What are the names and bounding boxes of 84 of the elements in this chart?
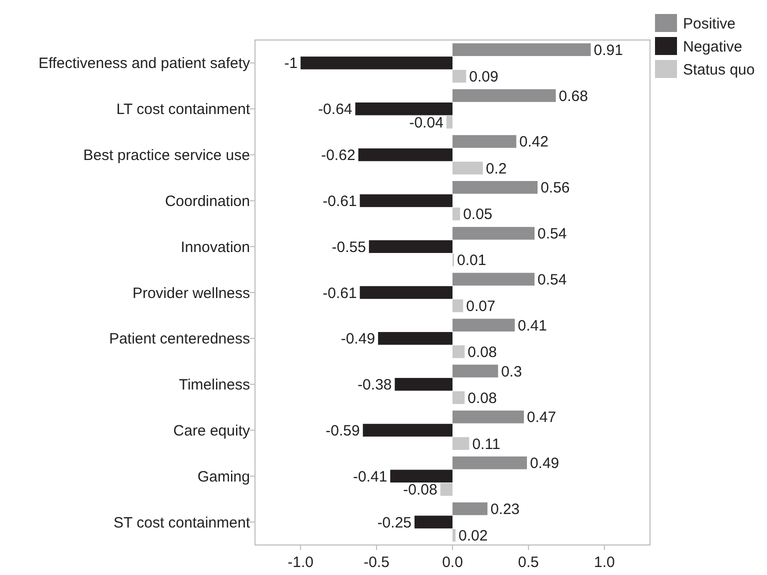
bar [414,516,452,528]
data-label: 0.11 [472,436,500,453]
y-tick-label: Provider wellness [132,284,250,302]
bar [452,89,556,102]
y-tick-label: LT cost containment [116,101,251,118]
data-label: -0.38 [358,376,392,394]
data-label: 0.41 [518,317,547,334]
bar [378,332,452,345]
bar [452,226,535,240]
bar [394,378,452,391]
bar [440,483,452,496]
bar [452,181,538,194]
bar [452,502,488,516]
data-label: -1 [284,55,298,72]
bar [452,208,460,220]
bar [355,102,452,116]
bar [452,299,464,312]
data-label: 0.42 [519,134,549,151]
data-label: 0.02 [458,528,488,545]
bar [360,286,452,299]
data-label: -0.64 [318,101,352,118]
bar [452,410,524,424]
bar [452,437,470,450]
bar [452,391,465,404]
data-label: -0.25 [377,514,412,532]
bar [452,364,498,378]
bar [390,470,452,483]
data-label: 0.3 [501,363,522,380]
data-label: 0.91 [594,42,623,59]
y-tick-label: Timeliness [178,376,250,394]
data-label: 0.07 [466,298,496,316]
bar [360,194,452,208]
bar [358,148,452,162]
data-label: 0.08 [468,390,497,407]
legend-label: Status quo [683,61,755,78]
data-label: 0.54 [538,226,567,243]
data-label: 0.49 [530,455,560,472]
y-tick-label: Coordination [164,192,250,210]
data-label: 0.68 [558,88,588,105]
bar [452,43,591,56]
data-label: 0.01 [457,252,486,270]
data-label: -0.08 [403,482,438,499]
bar [452,162,483,174]
bar [452,318,515,332]
data-label: 0.05 [463,206,492,224]
data-label: 0.2 [486,160,507,178]
x-tick-label: 1.0 [594,554,615,571]
x-tick-label: 0.0 [442,554,463,571]
data-label: -0.61 [322,284,357,302]
bar [452,345,465,358]
y-tick-label: Best practice service use [83,147,250,164]
bar [452,135,516,148]
y-tick-label: Effectiveness and patient safety [38,55,250,72]
data-label: -0.04 [409,114,444,132]
data-label: 0.08 [468,344,497,361]
bar [452,272,535,286]
data-label: -0.41 [353,468,388,486]
data-label: 0.23 [490,501,520,518]
y-tick-label: Gaming [197,468,250,486]
y-tick-label: Innovation [180,238,250,256]
data-label: 0.09 [469,68,498,86]
data-label: -0.61 [322,192,357,210]
bar [446,116,452,129]
bar [452,528,456,542]
x-tick-label: -1.0 [288,554,314,571]
bar [452,456,527,470]
legend-label: Negative [683,38,742,56]
data-label: 0.56 [540,180,570,197]
y-tick-label: Care equity [173,422,250,440]
data-label: -0.62 [321,147,356,164]
data-label: -0.49 [340,330,376,348]
data-label: -0.59 [326,422,360,440]
y-tick-label: Patient centeredness [109,330,250,348]
x-tick-label: 0.5 [518,554,539,571]
bar [368,240,452,253]
bar [452,70,466,83]
y-tick-label: ST cost containment [114,514,251,532]
data-label: 0.47 [526,409,556,426]
legend-label: Positive [683,15,736,32]
data-label: 0.54 [538,271,567,288]
bar [300,56,452,70]
data-label: -0.55 [332,238,366,256]
x-tick-label: -0.5 [364,554,390,571]
bar [362,424,452,437]
